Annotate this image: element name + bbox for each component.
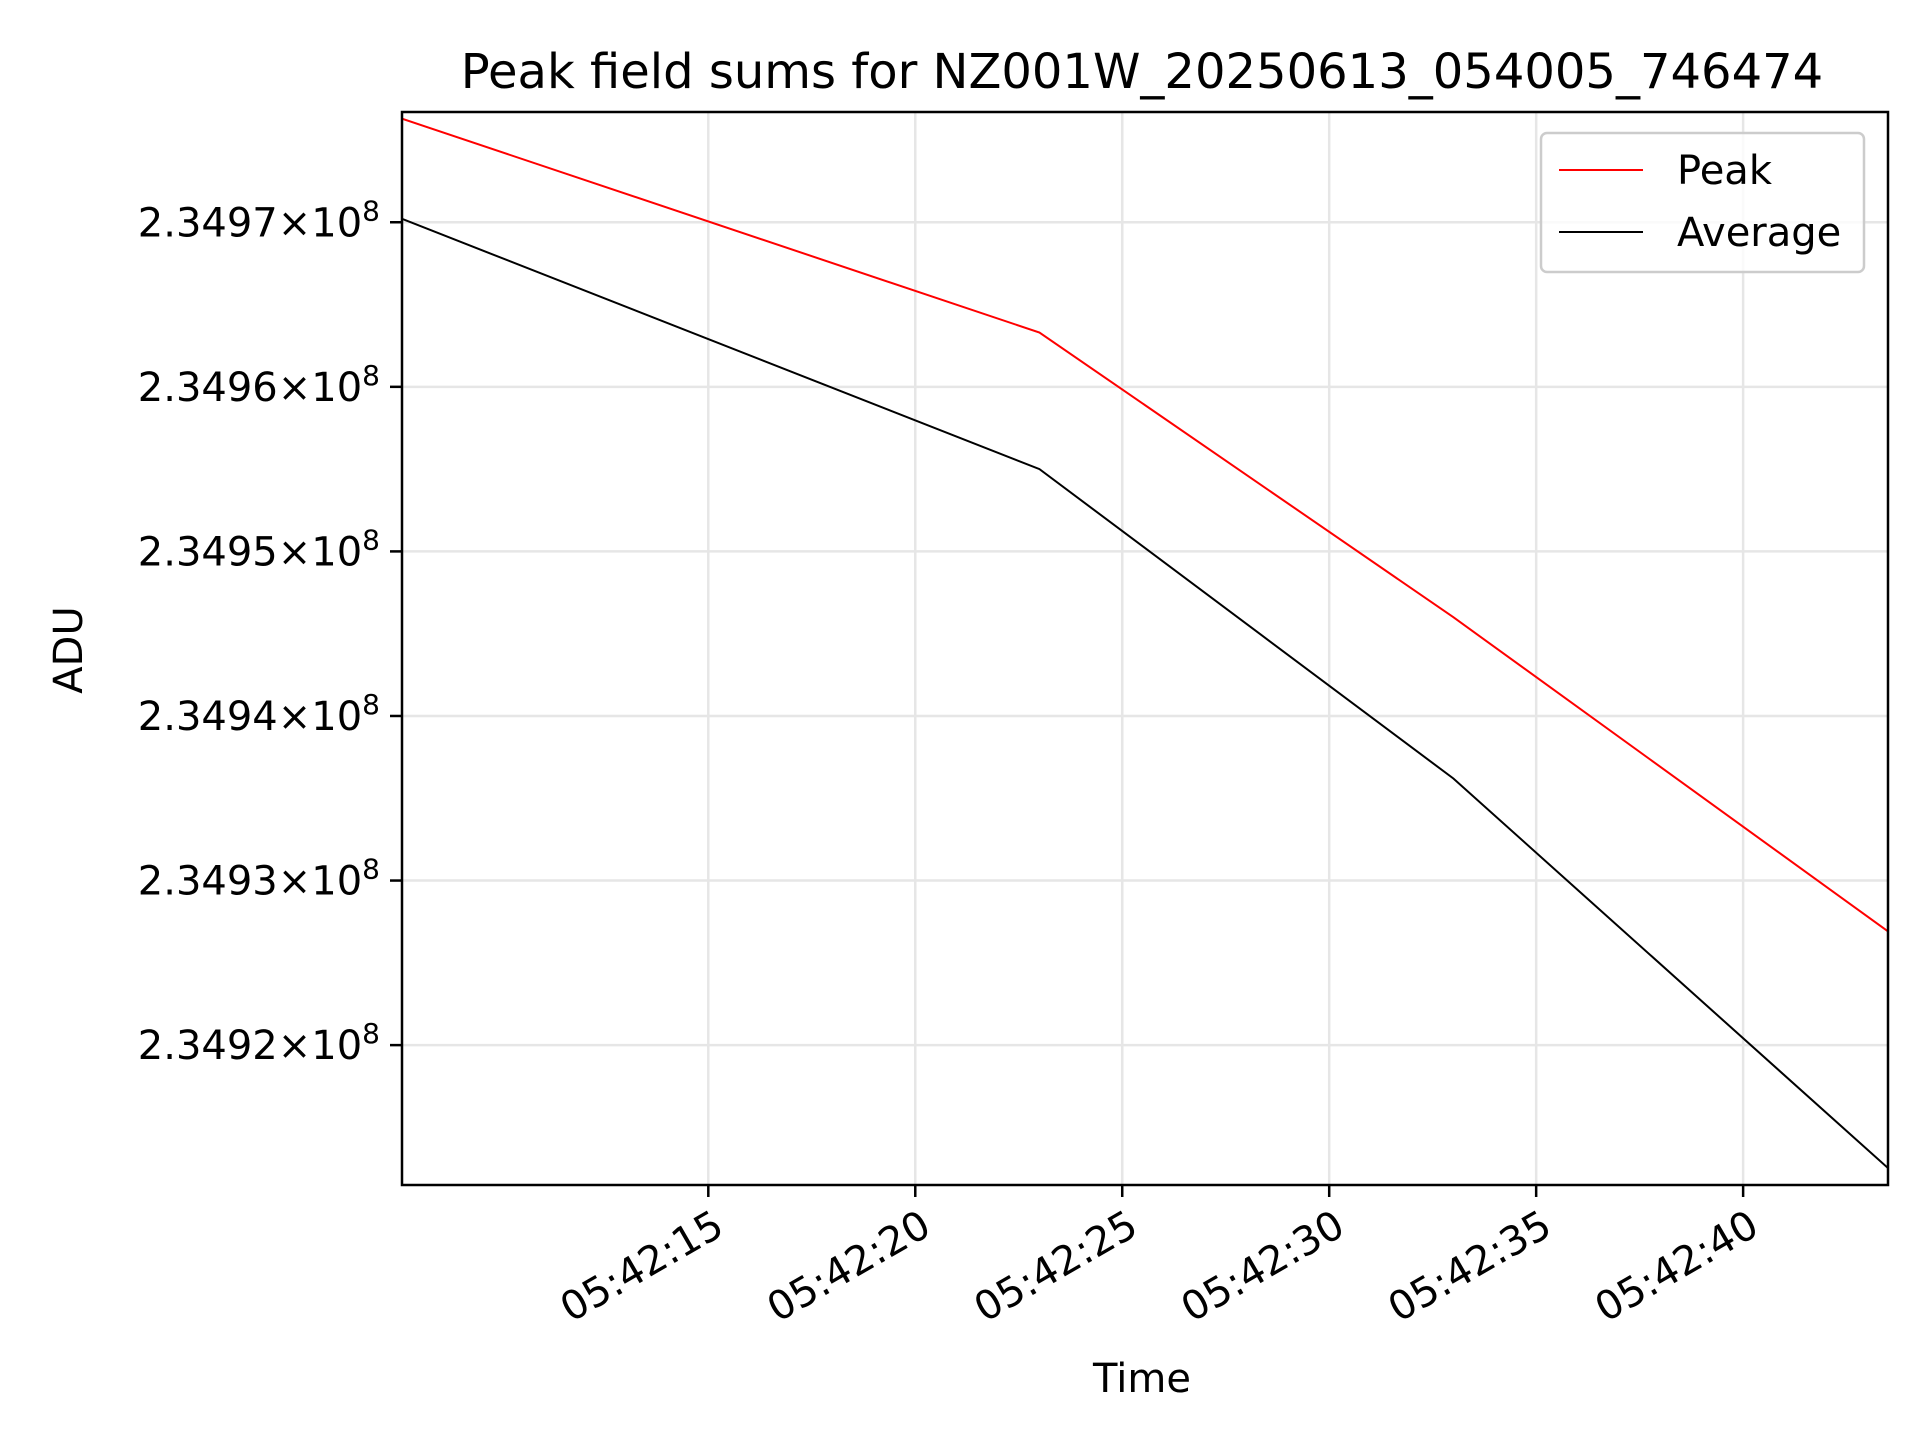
y-tick-label: 2.3496×108 xyxy=(138,359,380,411)
y-tick-times: ×10 xyxy=(278,1023,362,1069)
y-tick-times: ×10 xyxy=(278,365,362,411)
y-tick-times: ×10 xyxy=(278,694,362,740)
x-tick-label: 05:42:20 xyxy=(760,1202,939,1332)
x-tick-label: 05:42:40 xyxy=(1588,1202,1767,1332)
chart-title: Peak field sums for NZ001W_20250613_0540… xyxy=(461,44,1823,100)
y-tick-label: 2.3492×108 xyxy=(138,1017,380,1069)
y-tick-mantissa: 2.3495 xyxy=(138,529,278,575)
y-tick-mantissa: 2.3493 xyxy=(138,859,278,905)
y-tick-label: 2.3495×108 xyxy=(138,523,380,575)
y-tick-exponent: 8 xyxy=(362,359,380,392)
y-tick-mantissa: 2.3497 xyxy=(138,200,278,246)
y-axis: 2.3492×1082.3493×1082.3494×1082.3495×108… xyxy=(138,194,402,1069)
x-tick-label: 05:42:35 xyxy=(1381,1202,1560,1332)
legend-box xyxy=(1539,131,1866,274)
x-tick-label: 05:42:25 xyxy=(967,1202,1146,1332)
y-tick-times: ×10 xyxy=(278,200,362,246)
y-tick-exponent: 8 xyxy=(362,688,380,721)
x-axis-label: Time xyxy=(1092,1356,1191,1402)
legend: Peak Average xyxy=(1539,131,1866,274)
y-tick-exponent: 8 xyxy=(362,523,380,556)
y-axis-label: ADU xyxy=(46,606,92,693)
grid xyxy=(402,112,1888,1185)
y-tick-label: 2.3497×108 xyxy=(138,194,380,246)
legend-label: Average xyxy=(1677,210,1841,256)
y-tick-mantissa: 2.3492 xyxy=(138,1023,278,1069)
legend-label: Peak xyxy=(1677,148,1773,194)
y-tick-exponent: 8 xyxy=(362,1017,380,1050)
y-tick-exponent: 8 xyxy=(362,853,380,886)
y-tick-times: ×10 xyxy=(278,859,362,905)
series-line-average xyxy=(402,217,1888,1170)
series-line-peak xyxy=(402,117,1888,933)
y-tick-times: ×10 xyxy=(278,529,362,575)
x-tick-label: 05:42:30 xyxy=(1174,1202,1353,1332)
y-tick-label: 2.3493×108 xyxy=(138,853,380,905)
x-tick-label: 05:42:15 xyxy=(553,1202,732,1332)
y-tick-exponent: 8 xyxy=(362,194,380,227)
plot-frame xyxy=(400,110,1890,1187)
y-tick-mantissa: 2.3496 xyxy=(138,365,278,411)
series-lines xyxy=(402,117,1888,1170)
y-tick-mantissa: 2.3494 xyxy=(138,694,278,740)
x-axis: 05:42:15 05:42:20 05:42:25 05:42:30 05:42:35… xyxy=(553,1185,1766,1331)
y-tick-label: 2.3494×108 xyxy=(138,688,380,740)
